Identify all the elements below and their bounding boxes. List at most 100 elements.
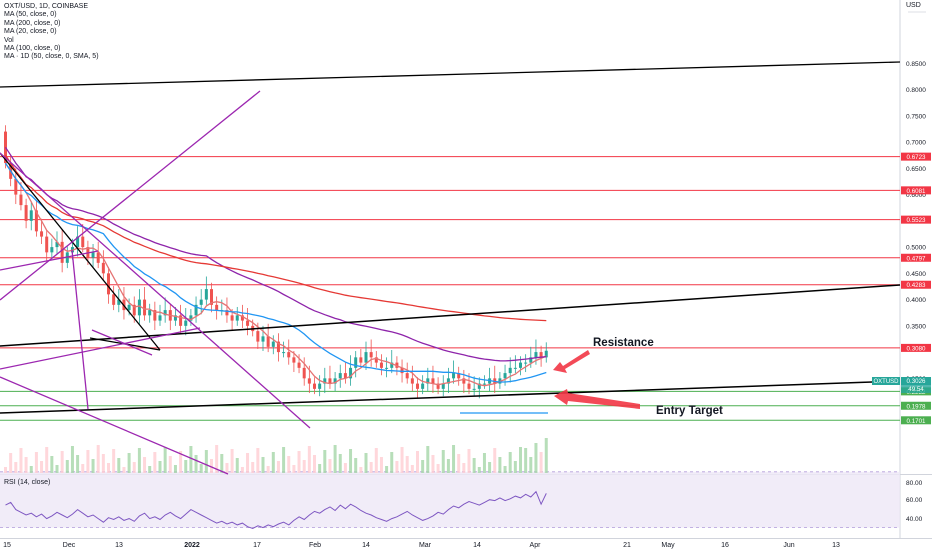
- volume-bar: [215, 445, 219, 473]
- entry-target-label: Entry Target: [656, 405, 723, 417]
- volume-bar: [359, 467, 363, 473]
- candle-body: [163, 310, 167, 316]
- candle-body: [431, 378, 435, 384]
- volume-bar: [287, 456, 291, 473]
- volume-bar: [19, 448, 23, 473]
- volume-bar: [493, 448, 497, 473]
- candle-body: [539, 352, 543, 358]
- volume-bar: [4, 467, 7, 473]
- volume-bar: [55, 465, 59, 473]
- volume-bar: [328, 459, 332, 473]
- indicator-ma200[interactable]: MA (200, close, 0): [4, 19, 61, 27]
- candle-body: [410, 378, 414, 384]
- volume-bar: [225, 463, 229, 473]
- ma-value-label: 49.54: [908, 386, 924, 393]
- volume-bar: [379, 457, 383, 473]
- price-tick-label: 0.4500: [906, 271, 926, 278]
- volume-bar: [251, 462, 255, 473]
- candle-body: [318, 383, 322, 389]
- trendline-upper: [0, 284, 901, 347]
- horizontal-level-tag: [901, 343, 931, 352]
- volume-bar: [107, 463, 110, 473]
- volume-bar: [364, 453, 368, 473]
- time-tick-label: Jun: [783, 542, 794, 549]
- price-tick-label: 0.7000: [906, 140, 926, 147]
- candle-body: [482, 383, 486, 385]
- time-tick-label: 17: [253, 542, 261, 549]
- candle-body: [426, 378, 430, 384]
- volume-bar: [426, 446, 430, 473]
- candle-body: [452, 373, 456, 379]
- volume-bar: [45, 447, 49, 473]
- rsi-tick-label: 60.00: [906, 497, 923, 504]
- time-tick-label: Mar: [419, 542, 432, 549]
- price-tick-label: 0.8000: [906, 87, 926, 94]
- volume-bar: [467, 449, 471, 473]
- indicator-ma100[interactable]: MA (100, close, 0): [4, 45, 61, 53]
- indicator-vol[interactable]: Vol: [4, 36, 14, 44]
- indicator-ma50[interactable]: MA (50, close, 0): [4, 11, 57, 19]
- symbol-title[interactable]: OXT/USD, 1D, COINBASE: [4, 3, 89, 10]
- volume-bar: [117, 458, 121, 473]
- indicator-ma20[interactable]: MA (20, close, 0): [4, 28, 57, 36]
- candle-body: [189, 315, 193, 321]
- candle-body: [441, 383, 445, 389]
- volume-bar: [292, 465, 296, 473]
- time-tick-label: 15: [3, 542, 11, 549]
- rsi-line: [5, 490, 547, 530]
- candle-body: [194, 304, 198, 316]
- volume-bar: [179, 451, 183, 473]
- volume-bar: [405, 456, 409, 473]
- ma200-line: [4, 154, 547, 322]
- volume-bar: [482, 453, 486, 473]
- volume-bar: [369, 462, 373, 473]
- volume-bar: [29, 466, 33, 473]
- candle-body: [405, 373, 409, 379]
- candle-body: [240, 315, 244, 321]
- volume-bar: [266, 466, 270, 473]
- candle-body: [297, 362, 301, 368]
- candle-body: [292, 357, 296, 363]
- candle-body: [436, 383, 440, 389]
- currency-label[interactable]: USD: [906, 2, 921, 9]
- price-tick-label: 0.6000: [906, 192, 926, 199]
- time-tick-label: 13: [832, 542, 840, 549]
- candle-body: [225, 310, 229, 316]
- volume-bar: [91, 459, 95, 473]
- candle-body: [477, 383, 481, 389]
- volume-bar: [343, 463, 347, 473]
- candle-body: [91, 252, 95, 258]
- volume-bar: [40, 461, 44, 473]
- volume-bar: [132, 462, 136, 473]
- volume-bar: [168, 456, 172, 473]
- indicator-ma-1d[interactable]: MA · 1D (50, close, 0, SMA, 5): [4, 53, 99, 61]
- volume-bar: [385, 466, 389, 473]
- candle-body: [76, 236, 80, 248]
- candle-body: [307, 378, 311, 384]
- price-tick-label: 0.8500: [906, 61, 926, 68]
- volume-bar: [323, 450, 327, 473]
- time-tick-label: 21: [623, 542, 631, 549]
- rsi-band: [0, 471, 900, 528]
- downtrend-line: [0, 152, 161, 351]
- candle-body: [45, 236, 49, 253]
- volume-bar: [307, 446, 311, 473]
- volume-bar: [333, 445, 337, 473]
- candle-body: [359, 357, 363, 363]
- volume-bar: [472, 458, 476, 473]
- candle-body: [472, 388, 476, 390]
- price-axis-bg: [900, 0, 932, 550]
- candle-body: [235, 315, 239, 321]
- volume-bar: [246, 453, 250, 473]
- volume-bar: [230, 449, 234, 473]
- time-tick-label: 16: [721, 542, 729, 549]
- rsi-legend[interactable]: RSI (14, close): [4, 479, 51, 486]
- volume-bar: [534, 443, 538, 473]
- candle-body: [508, 367, 512, 374]
- candle-body: [137, 299, 141, 316]
- volume-bar: [153, 452, 157, 473]
- candle-body: [333, 378, 337, 384]
- candle-body: [379, 362, 383, 368]
- ma20-line: [4, 162, 547, 387]
